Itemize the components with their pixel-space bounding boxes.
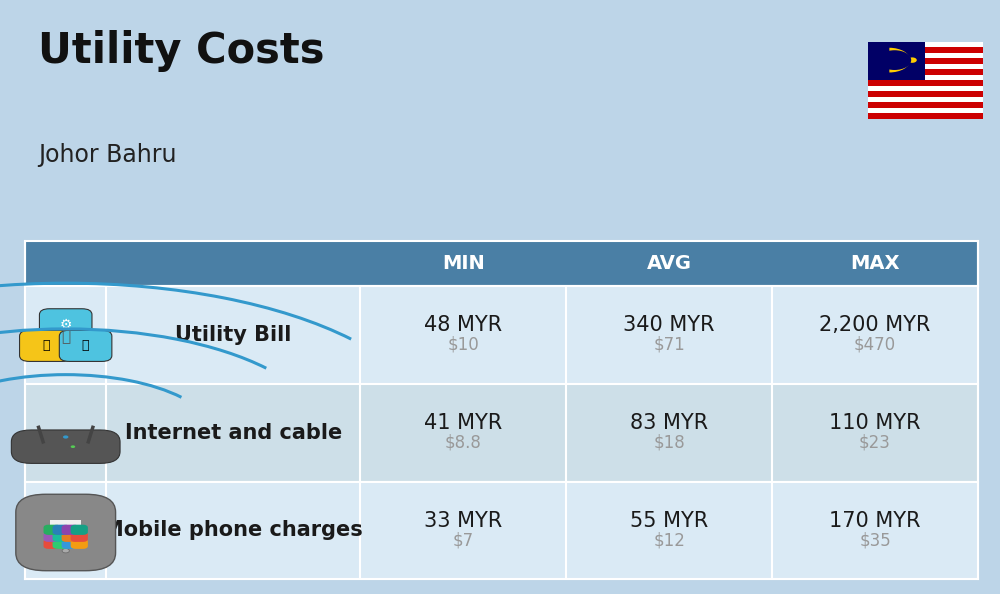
Text: 41 MYR: 41 MYR — [424, 413, 502, 433]
Text: 💧: 💧 — [82, 339, 89, 352]
Text: 83 MYR: 83 MYR — [630, 413, 708, 433]
FancyBboxPatch shape — [59, 330, 112, 361]
Bar — [868, 86, 982, 91]
Text: 340 MYR: 340 MYR — [623, 315, 715, 336]
Bar — [25, 482, 978, 579]
Bar — [25, 384, 978, 482]
Text: Internet and cable: Internet and cable — [125, 423, 342, 443]
Bar — [868, 80, 982, 86]
FancyBboxPatch shape — [11, 430, 120, 463]
Bar — [25, 241, 978, 286]
Text: 2,200 MYR: 2,200 MYR — [819, 315, 931, 336]
Circle shape — [908, 58, 917, 63]
FancyBboxPatch shape — [868, 42, 982, 119]
Text: $35: $35 — [859, 531, 891, 549]
Text: AVG: AVG — [647, 254, 692, 273]
FancyBboxPatch shape — [62, 532, 79, 542]
Bar — [868, 113, 982, 119]
Bar — [868, 42, 925, 80]
Bar — [868, 42, 982, 47]
Circle shape — [71, 446, 75, 448]
Text: $12: $12 — [653, 531, 685, 549]
Text: 170 MYR: 170 MYR — [829, 511, 921, 530]
Bar — [868, 75, 982, 80]
FancyBboxPatch shape — [71, 532, 88, 542]
Bar — [868, 97, 982, 102]
Text: $470: $470 — [854, 336, 896, 354]
Text: MAX: MAX — [850, 254, 900, 273]
Text: 55 MYR: 55 MYR — [630, 511, 708, 530]
FancyBboxPatch shape — [71, 539, 88, 549]
Bar — [868, 53, 982, 58]
Bar — [50, 520, 81, 548]
Text: 48 MYR: 48 MYR — [424, 315, 502, 336]
Wedge shape — [889, 48, 910, 72]
FancyBboxPatch shape — [62, 525, 79, 535]
Bar — [868, 102, 982, 108]
Text: Utility Bill: Utility Bill — [175, 325, 292, 345]
FancyBboxPatch shape — [44, 539, 61, 549]
Bar — [868, 108, 982, 113]
Text: $7: $7 — [453, 531, 474, 549]
Bar — [868, 91, 982, 97]
Bar — [868, 69, 982, 75]
FancyBboxPatch shape — [53, 539, 70, 549]
Text: MIN: MIN — [442, 254, 485, 273]
FancyBboxPatch shape — [62, 539, 79, 549]
Bar — [25, 286, 978, 384]
FancyBboxPatch shape — [53, 525, 70, 535]
Text: $71: $71 — [653, 336, 685, 354]
Text: $8.8: $8.8 — [445, 434, 482, 451]
Text: $23: $23 — [859, 434, 891, 451]
Circle shape — [878, 50, 911, 70]
Text: $10: $10 — [447, 336, 479, 354]
Circle shape — [63, 435, 68, 438]
Circle shape — [62, 549, 69, 553]
FancyBboxPatch shape — [53, 532, 70, 542]
Bar — [868, 64, 982, 69]
Text: ⚙: ⚙ — [59, 317, 72, 331]
Text: Utility Costs: Utility Costs — [38, 30, 324, 72]
Text: $18: $18 — [653, 434, 685, 451]
Bar — [868, 58, 982, 64]
Text: Mobile phone charges: Mobile phone charges — [103, 520, 363, 541]
FancyBboxPatch shape — [16, 494, 116, 571]
FancyBboxPatch shape — [20, 330, 72, 361]
FancyBboxPatch shape — [39, 309, 92, 340]
FancyBboxPatch shape — [71, 525, 88, 535]
Bar — [868, 47, 982, 53]
Text: 110 MYR: 110 MYR — [829, 413, 921, 433]
Text: Johor Bahru: Johor Bahru — [38, 143, 176, 166]
Text: 33 MYR: 33 MYR — [424, 511, 502, 530]
FancyBboxPatch shape — [44, 532, 61, 542]
Text: 🔌: 🔌 — [42, 339, 50, 352]
FancyBboxPatch shape — [44, 525, 61, 535]
Text: 🧍: 🧍 — [61, 328, 70, 344]
